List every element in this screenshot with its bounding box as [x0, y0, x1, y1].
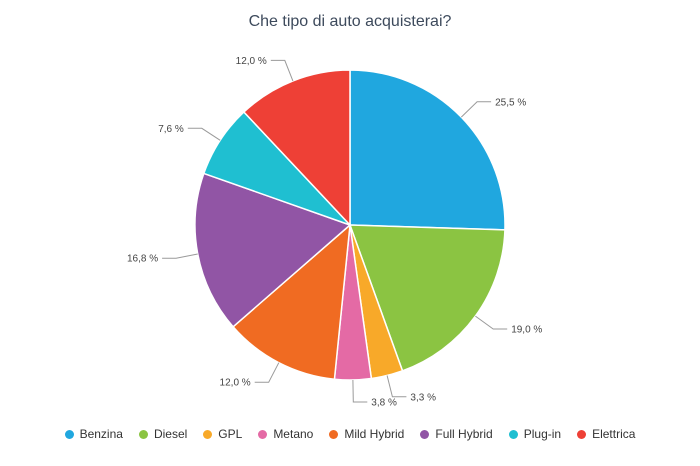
leader-line — [254, 362, 280, 383]
leader-line — [460, 101, 492, 118]
pie-chart: 25,5 % 19,0 % 3,3 % 3,8 % 12,0 % 16,8 % 7,6 % 1… — [127, 56, 542, 409]
legend-label: Diesel — [153, 427, 188, 441]
data-label: 16,8 % — [127, 254, 158, 265]
legend-item[interactable]: Elettrica — [577, 427, 635, 441]
data-label: 12,0 % — [236, 56, 267, 67]
pie-slice-elettrica[interactable] — [242, 69, 351, 227]
legend-item[interactable]: Benzina — [64, 427, 123, 441]
legend-label: Mild Hybrid — [344, 427, 405, 441]
legend-item[interactable]: Mild Hybrid — [329, 427, 404, 441]
legend-item[interactable]: GPL — [203, 427, 242, 441]
leader-line — [386, 375, 407, 398]
leader-line — [270, 59, 294, 82]
chart-title: Che tipo di auto acquisterai? — [248, 13, 452, 30]
legend-marker — [420, 429, 430, 439]
legend-marker — [138, 429, 148, 439]
legend-item[interactable]: Plug-in — [508, 427, 562, 441]
legend-item[interactable]: Full Hybrid — [420, 427, 493, 441]
leader-line — [187, 127, 221, 141]
data-label: 3,3 % — [410, 392, 436, 403]
pie-slice-mild-hybrid[interactable] — [232, 223, 351, 381]
leader-line — [475, 315, 508, 330]
legend-item[interactable]: Metano — [258, 427, 313, 441]
legend-marker — [203, 429, 213, 439]
legend-marker — [64, 429, 74, 439]
legend-label: Plug-in — [523, 427, 562, 441]
leader-line — [162, 253, 198, 259]
legend-marker — [577, 429, 587, 439]
legend-label: GPL — [218, 427, 243, 441]
legend-label: Metano — [273, 427, 314, 441]
legend-marker — [329, 429, 339, 439]
pie-slice-benzina[interactable] — [349, 69, 506, 231]
legend-label: Elettrica — [592, 427, 636, 441]
data-label: 25,5 % — [495, 97, 526, 108]
legend-label: Benzina — [79, 427, 123, 441]
data-labels: 25,5 % 19,0 % 3,3 % 3,8 % 12,0 % 16,8 % 7,6 % 1… — [127, 56, 542, 409]
leader-lines — [162, 59, 508, 403]
legend-marker — [258, 429, 268, 439]
legend-label: Full Hybrid — [435, 427, 493, 441]
leader-line — [352, 379, 368, 403]
legend-marker — [508, 429, 518, 439]
data-label: 12,0 % — [220, 378, 251, 389]
data-label: 3,8 % — [371, 398, 397, 409]
data-label: 19,0 % — [511, 325, 542, 336]
pie-slices — [194, 69, 506, 381]
legend: Benzina Diesel GPL Metano Mild Hybrid Full Hy… — [0, 427, 700, 441]
legend-item[interactable]: Diesel — [138, 427, 188, 441]
data-label: 7,6 % — [158, 124, 184, 135]
